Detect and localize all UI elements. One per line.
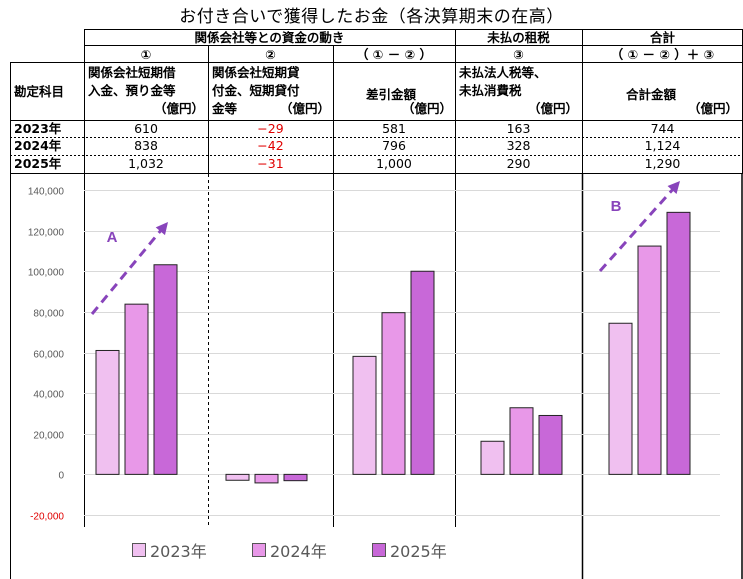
- cell-2024-c3: 796: [382, 138, 406, 153]
- bar-2023年-1: [225, 473, 250, 481]
- col4-line2: 未払消費税: [459, 83, 522, 98]
- col3-unit: （億円）: [401, 101, 452, 116]
- cell-2024-c5: 1,124: [644, 138, 681, 153]
- trend-arrow-A: [90, 228, 164, 315]
- cell-2025-c4: 290: [506, 156, 531, 171]
- column-number-2: ②: [265, 47, 276, 62]
- bar-2025年-4: [666, 211, 691, 475]
- col1-line1: 関係会社短期借: [88, 65, 176, 80]
- bar-2025年-3: [538, 414, 563, 475]
- bar-2023年-0: [95, 349, 120, 475]
- cell-2025-c5: 1,290: [644, 156, 681, 171]
- y-tick-label: 140,000: [28, 187, 65, 198]
- cell-2023-c5: 744: [650, 121, 675, 136]
- col2-line2: 付金、短期貸付: [212, 83, 300, 98]
- col4-line1: 未払法人税等、: [459, 65, 547, 80]
- bar-2024年-1: [254, 473, 279, 484]
- cell-2024-c4: 328: [506, 138, 531, 153]
- col1-line2: 入金、預り金等: [88, 83, 176, 98]
- cell-2023-c4: 163: [506, 121, 531, 136]
- legend-label-2023: 2023年: [150, 542, 207, 561]
- chart-title: お付き合いで獲得したお金（各決算期末の在高）: [179, 7, 564, 27]
- row-year-2023: 2023年: [14, 121, 62, 136]
- annotation-label-A: A: [107, 229, 118, 246]
- cell-2025-c1: 1,032: [128, 156, 164, 171]
- group-header-unpaid: 未払の租税: [487, 30, 550, 45]
- bar-2025年-2: [410, 270, 435, 475]
- bar-2023年-2: [352, 355, 377, 475]
- cell-2024-c1: 838: [134, 138, 158, 153]
- col5-unit: （億円）: [687, 101, 738, 116]
- row-year-2025: 2025年: [14, 156, 62, 171]
- y-tick-label: 80,000: [33, 309, 64, 320]
- group-header-affiliates: 関係会社等との資金の動き: [194, 30, 345, 45]
- legend-swatch-2024: [252, 543, 266, 557]
- bar-2024年-0: [124, 303, 149, 475]
- col3-line1: 差引金額: [366, 87, 417, 102]
- bar-2024年-4: [637, 245, 662, 475]
- col2-line1: 関係会社短期貸: [212, 65, 300, 80]
- row-header: 勘定科目: [14, 84, 65, 99]
- legend-swatch-2023: [132, 543, 146, 557]
- col5-line1: 合計金額: [626, 87, 677, 102]
- y-tick-label: 0: [58, 471, 64, 482]
- bar-2023年-3: [480, 440, 505, 475]
- col1-unit: （億円）: [153, 101, 204, 116]
- column-number-5: （ ① － ② ）＋ ③: [610, 47, 715, 62]
- column-number-3: （ ① － ② ）: [355, 47, 433, 62]
- cell-2023-c3: 581: [382, 121, 406, 136]
- col4-unit: （億円）: [527, 101, 578, 116]
- y-tick-label: -20,000: [30, 512, 64, 523]
- y-tick-label: 40,000: [33, 390, 64, 401]
- cell-2024-c2: −42: [257, 138, 284, 153]
- y-tick-label: 60,000: [33, 350, 64, 361]
- legend-label-2025: 2025年: [390, 542, 447, 561]
- legend-label-2024: 2024年: [270, 542, 327, 561]
- y-tick-label: 20,000: [33, 431, 64, 442]
- bar-2024年-3: [509, 407, 534, 475]
- trend-arrow-B: [598, 187, 676, 272]
- cell-2025-c3: 1,000: [376, 156, 412, 171]
- legend-item-2025: 2025年: [372, 538, 447, 562]
- row-year-2024: 2024年: [14, 138, 62, 153]
- annotation-label-B: B: [611, 198, 622, 215]
- col2-line3: 金等: [212, 101, 238, 116]
- trend-arrowhead-B: [667, 181, 680, 194]
- y-tick-label: 100,000: [28, 268, 65, 279]
- bar-2025年-1: [283, 473, 308, 482]
- legend-item-2024: 2024年: [252, 538, 327, 562]
- cell-2023-c1: 610: [134, 121, 158, 136]
- cell-2025-c2: −31: [257, 156, 284, 171]
- col2-unit: （億円）: [279, 101, 330, 116]
- column-number-1: ①: [140, 47, 152, 62]
- cell-2023-c2: −29: [257, 121, 284, 136]
- group-header-total: 合計: [649, 30, 675, 45]
- bar-2024年-2: [381, 312, 406, 475]
- y-tick-label: 120,000: [28, 228, 65, 239]
- trend-arrowhead-A: [155, 222, 168, 236]
- bar-2023年-4: [608, 322, 633, 475]
- column-number-4: ③: [513, 47, 524, 62]
- legend-swatch-2025: [372, 543, 386, 557]
- legend-item-2023: 2023年: [132, 538, 207, 562]
- bar-2025年-0: [153, 264, 178, 475]
